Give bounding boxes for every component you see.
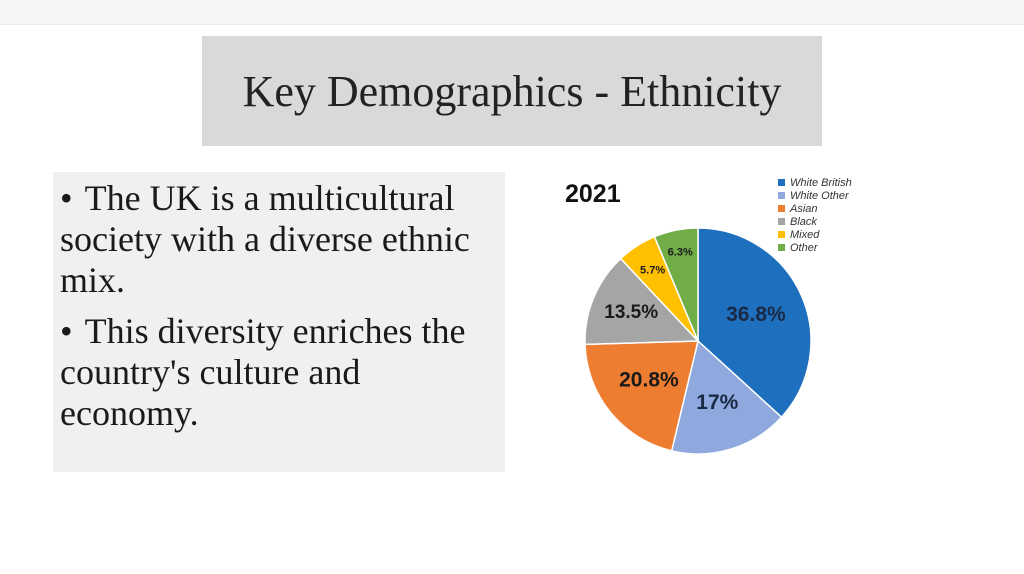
legend-swatch: [778, 231, 785, 238]
text-panel-background: [53, 172, 505, 472]
pie-slice-black: [584, 257, 700, 346]
legend-item: Mixed: [778, 229, 820, 241]
pie-chart-panel: 2021 36.8% 17% 20.8% 13.5% 5.7% 6.3% White Br…: [557, 170, 887, 472]
legend-item: Asian: [778, 203, 818, 215]
pie-data-label: 6.3%: [668, 246, 693, 258]
legend-label: Black: [790, 216, 817, 228]
pie-slices: [584, 227, 812, 455]
bullet-glyph: •: [60, 311, 73, 351]
bullet-item: • The UK is a multicultural society with …: [60, 178, 500, 301]
legend-label: Mixed: [790, 229, 820, 241]
bullet-text: This diversity enriches the country's cu…: [60, 311, 466, 433]
legend-swatch: [778, 192, 785, 199]
pie-data-label: 17%: [696, 391, 738, 414]
legend-item: Black: [778, 216, 817, 228]
legend-swatch: [778, 205, 785, 212]
legend-item: White Other: [778, 190, 850, 202]
bullet-list: • The UK is a multicultural society with …: [60, 178, 500, 444]
legend-item: Other: [778, 242, 819, 254]
pie-data-label: 5.7%: [640, 265, 665, 277]
pie-data-label: 13.5%: [604, 302, 658, 323]
legend-label: White British: [790, 177, 852, 189]
title-box: Key Demographics - Ethnicity: [202, 36, 822, 146]
slide-top-strip: [0, 0, 1024, 25]
pie-chart: 2021 36.8% 17% 20.8% 13.5% 5.7%6.3% White Br…: [565, 177, 852, 455]
legend-swatch: [778, 179, 785, 186]
pie-slice-white-british: [697, 227, 812, 419]
pie-data-label: 20.8%: [619, 368, 679, 391]
legend-label: Asian: [789, 203, 818, 215]
legend-label: Other: [790, 242, 819, 254]
legend-label: White Other: [790, 190, 850, 202]
bullet-text: The UK is a multicultural society with a…: [60, 178, 470, 300]
legend-item: White British: [778, 177, 852, 189]
bullet-glyph: •: [60, 178, 73, 218]
slide-title: Key Demographics - Ethnicity: [242, 66, 782, 116]
pie-labels: 36.8% 17% 20.8% 13.5% 5.7%6.3%: [604, 246, 786, 414]
pie-slice-other: [653, 227, 699, 342]
pie-data-label: 36.8%: [726, 303, 786, 326]
pie-slice-asian: [584, 340, 699, 452]
pie-slice-white-other: [670, 339, 783, 455]
legend-swatch: [778, 218, 785, 225]
bullet-item: • This diversity enriches the country's c…: [60, 311, 500, 434]
legend-swatch: [778, 244, 785, 251]
chart-title: 2021: [565, 180, 621, 208]
